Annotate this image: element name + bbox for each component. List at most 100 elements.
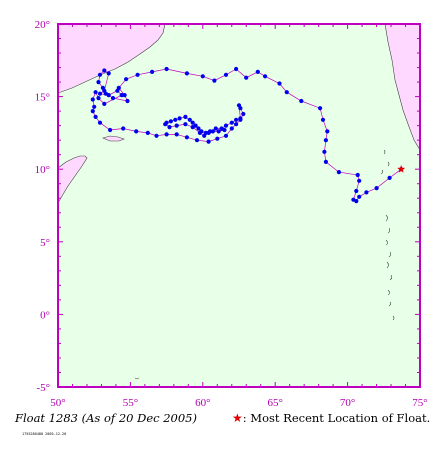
float-position-point <box>108 127 113 133</box>
float-position-point <box>174 132 179 137</box>
float-position-point <box>197 130 202 135</box>
legend: ★: Most Recent Location of Float. <box>232 411 430 425</box>
float-position-point <box>357 194 362 199</box>
ocean-background <box>58 24 420 387</box>
y-tick-label: -5° <box>36 382 50 394</box>
float-position-point <box>183 122 188 127</box>
float-position-point <box>97 120 103 125</box>
socotra-island <box>102 135 125 142</box>
float-position-point <box>234 117 239 122</box>
float-position-point <box>174 123 179 128</box>
float-position-point <box>241 111 246 117</box>
float-position-point <box>336 170 341 175</box>
y-tick-label: 15° <box>35 92 50 104</box>
float-position-point <box>255 69 260 74</box>
y-tick-label: 10° <box>35 164 50 176</box>
float-position-point <box>263 74 268 79</box>
float-position-point <box>200 74 205 79</box>
float-position-point <box>212 78 217 83</box>
float-position-point <box>229 126 234 131</box>
float-position-point <box>184 71 189 76</box>
float-position-point <box>196 126 201 131</box>
float-position-point <box>216 129 221 134</box>
float-position-point <box>177 116 182 121</box>
float-position-point <box>102 68 107 73</box>
float-position-point <box>93 114 98 119</box>
float-position-point <box>97 91 103 96</box>
float-position-point <box>92 104 97 109</box>
float-position-point <box>213 126 218 131</box>
float-position-point <box>164 132 169 137</box>
float-position-point <box>284 90 289 95</box>
float-position-point <box>223 123 229 128</box>
float-position-point <box>222 127 227 133</box>
x-tick-label: 50° <box>50 397 65 409</box>
float-position-point <box>190 120 195 125</box>
float-position-point <box>124 77 129 82</box>
float-position-point <box>173 117 178 122</box>
float-position-point <box>135 72 140 77</box>
x-tick-label: 55° <box>123 397 138 409</box>
float-position-point <box>119 93 124 98</box>
float-position-point <box>190 125 195 130</box>
float-position-point <box>90 97 95 102</box>
float-position-point <box>215 136 220 141</box>
float-position-point <box>364 190 369 195</box>
float-position-point <box>145 130 150 135</box>
float-position-point <box>187 117 192 122</box>
float-position-point <box>387 175 392 180</box>
generation-stamp: 1755280480 2005-12-20 <box>22 432 67 436</box>
float-position-point <box>210 129 215 134</box>
latest-location-marker <box>397 165 406 173</box>
float-position-point <box>229 120 234 125</box>
float-position-point <box>374 186 379 191</box>
x-tick-label: 60° <box>195 397 210 409</box>
y-tick-label: 5° <box>40 237 50 249</box>
float-position-point <box>351 197 356 202</box>
y-tick-label: 20° <box>35 19 50 31</box>
float-caption: Float 1283 (As of 20 Dec 2005) <box>15 411 197 425</box>
float-position-point <box>320 117 326 122</box>
float-position-point <box>244 75 249 80</box>
float-position-point <box>318 106 323 111</box>
float-position-point <box>110 96 116 101</box>
x-tick-label: 70° <box>340 397 355 409</box>
float-position-point <box>102 101 107 106</box>
float-position-point <box>106 71 111 76</box>
float-position-point <box>167 125 172 130</box>
float-position-point <box>122 93 127 98</box>
horn-of-africa-land <box>57 155 88 205</box>
float-position-point <box>184 135 189 140</box>
float-position-point <box>202 133 207 138</box>
float-position-point <box>96 96 101 101</box>
float-position-point <box>357 178 362 183</box>
axis-tick-labels: 50° 55° 60° 65° 70° 75° 20° 15° 10° 5° 0° -5° <box>35 19 428 409</box>
x-tick-label: 65° <box>267 397 282 409</box>
float-position-point <box>115 88 120 93</box>
float-position-point <box>322 149 327 154</box>
float-position-point <box>150 69 155 74</box>
float-position-point <box>163 122 168 127</box>
float-position-point <box>97 72 103 77</box>
float-position-point <box>96 80 101 85</box>
float-track <box>90 66 406 204</box>
float-position-point <box>323 138 328 143</box>
float-position-point <box>206 130 211 135</box>
float-position-point <box>164 66 169 72</box>
latest-location-star-icon: ★ <box>232 411 243 425</box>
float-position-point <box>236 103 242 108</box>
float-position-point <box>234 66 239 72</box>
landmasses <box>57 23 421 379</box>
float-position-point <box>90 109 95 114</box>
float-position-point <box>234 122 239 127</box>
float-position-point <box>168 119 173 124</box>
float-position-point <box>183 114 188 119</box>
float-position-point <box>134 129 139 134</box>
float-position-point <box>354 188 359 194</box>
float-position-point <box>355 172 360 178</box>
y-tick-label: 0° <box>40 309 50 321</box>
map-frame <box>57 23 421 388</box>
float-position-point <box>154 133 159 138</box>
x-tick-label: 75° <box>412 397 427 409</box>
